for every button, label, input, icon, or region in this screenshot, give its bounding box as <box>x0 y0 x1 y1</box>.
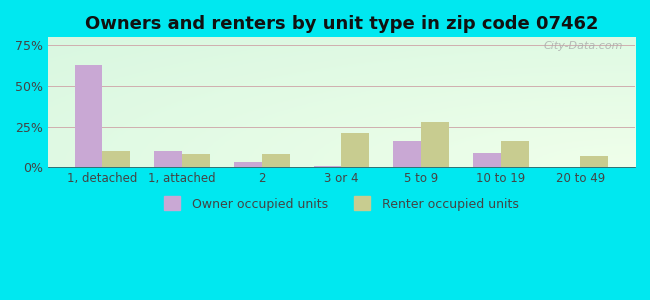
Legend: Owner occupied units, Renter occupied units: Owner occupied units, Renter occupied un… <box>159 192 524 215</box>
Bar <box>182 154 210 167</box>
Bar <box>393 141 421 167</box>
Bar <box>154 151 182 167</box>
Bar <box>103 151 130 167</box>
Bar <box>421 122 449 167</box>
Text: City-Data.com: City-Data.com <box>544 41 623 51</box>
Bar <box>75 65 103 167</box>
Bar <box>262 154 290 167</box>
Bar <box>234 162 262 167</box>
Bar <box>473 153 500 167</box>
Bar <box>500 141 528 167</box>
Bar <box>580 156 608 167</box>
Bar <box>341 133 369 167</box>
Title: Owners and renters by unit type in zip code 07462: Owners and renters by unit type in zip c… <box>84 15 598 33</box>
